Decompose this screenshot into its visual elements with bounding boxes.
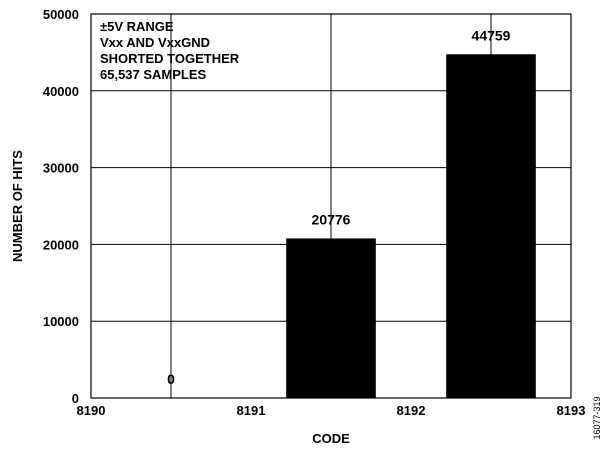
y-tick-label: 0	[72, 391, 79, 406]
x-tick-label: 8190	[77, 403, 106, 418]
bars	[286, 54, 611, 398]
bar	[286, 238, 376, 398]
y-tick-label: 30000	[43, 161, 79, 176]
annotation-line: 65,537 SAMPLES	[100, 67, 207, 82]
annotation-line: Vxx AND VxxGND	[100, 35, 210, 50]
data-label: 44759	[472, 27, 511, 43]
y-tick-label: 40000	[43, 84, 79, 99]
data-labels: 020776447592	[167, 27, 511, 387]
annotation-line: ±5V RANGE	[100, 19, 174, 34]
figure-id: 16077-319	[592, 396, 602, 439]
x-tick-label: 8192	[397, 403, 426, 418]
y-tick-labels: 0 10000 20000 30000 40000 50000	[43, 7, 79, 406]
y-tick-label: 10000	[43, 314, 79, 329]
bar	[446, 54, 536, 398]
data-label: 20776	[312, 211, 351, 227]
y-tick-label: 50000	[43, 7, 79, 22]
x-tick-label: 8193	[557, 403, 586, 418]
x-tick-labels: 8190 8191 8192 8193	[77, 403, 586, 418]
y-tick-label: 20000	[43, 237, 79, 252]
x-axis-title: CODE	[312, 431, 350, 446]
data-label: 0	[167, 371, 175, 387]
x-tick-label: 8191	[237, 403, 266, 418]
annotation-line: SHORTED TOGETHER	[100, 51, 240, 66]
annotation-note: ±5V RANGE Vxx AND VxxGND SHORTED TOGETHE…	[100, 19, 240, 82]
y-axis-title: NUMBER OF HITS	[10, 150, 25, 262]
plot-frame	[90, 13, 572, 399]
